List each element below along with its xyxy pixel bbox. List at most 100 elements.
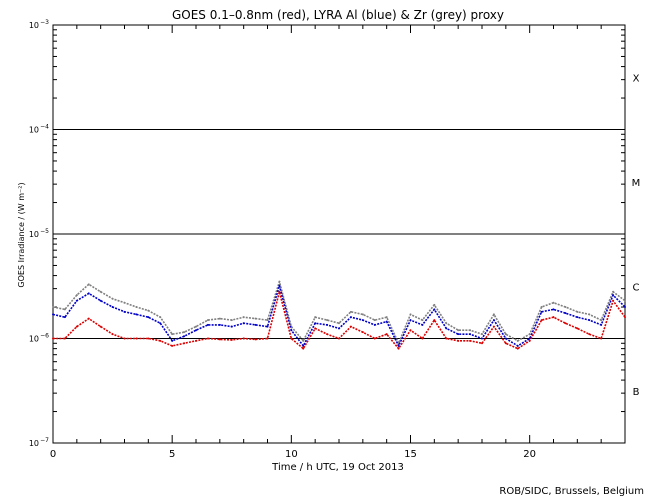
data-point — [516, 347, 519, 350]
data-point — [421, 323, 424, 326]
data-point — [516, 344, 519, 347]
data-point — [492, 319, 495, 322]
data-point — [242, 316, 245, 319]
data-point — [492, 325, 495, 328]
data-point — [564, 312, 567, 315]
data-point — [433, 303, 436, 306]
data-point — [326, 333, 329, 336]
data-point — [147, 337, 150, 340]
series-line — [53, 290, 626, 350]
x-tick-label: 15 — [404, 449, 417, 460]
data-point — [612, 290, 615, 293]
x-axis-label: Time / h UTC, 19 Oct 2013 — [271, 462, 404, 473]
data-point — [397, 347, 400, 350]
data-point — [63, 337, 66, 340]
flare-class-label: X — [633, 73, 640, 84]
data-point — [600, 337, 603, 340]
data-point — [504, 337, 507, 340]
data-point — [99, 325, 102, 328]
data-point — [266, 337, 269, 340]
flare-class-label: M — [632, 178, 641, 189]
data-point — [338, 327, 340, 330]
data-point — [147, 316, 150, 319]
data-point — [266, 325, 269, 328]
data-point — [540, 306, 543, 309]
data-point — [206, 323, 209, 326]
data-point — [302, 347, 305, 350]
data-point — [624, 299, 626, 302]
data-point — [588, 319, 591, 322]
data-point — [564, 306, 567, 309]
data-point — [290, 329, 293, 332]
data-point — [338, 337, 340, 340]
series-line — [52, 284, 626, 347]
data-point — [63, 316, 66, 319]
data-point — [540, 310, 543, 313]
y-tick-exponent: −4 — [40, 124, 49, 131]
data-point — [99, 299, 102, 302]
data-point — [314, 322, 317, 325]
data-point — [409, 319, 412, 322]
data-point — [183, 331, 186, 334]
chart-title: GOES 0.1–0.8nm (red), LYRA Al (blue) & Z… — [172, 8, 504, 22]
data-point — [230, 319, 233, 322]
data-point — [481, 337, 483, 340]
data-point — [278, 290, 281, 293]
data-point — [159, 316, 162, 319]
data-point — [230, 325, 233, 328]
y-tick-label: 10 — [29, 21, 39, 30]
data-point — [612, 299, 615, 302]
data-point — [171, 339, 174, 342]
y-tick-label: 10 — [29, 439, 39, 448]
data-point — [254, 323, 257, 326]
data-point — [504, 342, 507, 345]
data-point — [481, 342, 483, 345]
data-point — [254, 317, 257, 320]
data-point — [75, 294, 78, 297]
flare-class-label: C — [633, 282, 640, 293]
data-point — [254, 338, 257, 341]
data-point — [278, 284, 281, 287]
data-point — [528, 339, 531, 342]
data-point — [552, 308, 555, 311]
data-point — [218, 338, 221, 341]
data-point — [52, 306, 54, 309]
data-point — [195, 339, 197, 342]
data-point — [397, 344, 400, 347]
data-point — [576, 310, 579, 313]
y-tick-exponent: −3 — [40, 19, 49, 26]
data-point — [433, 308, 436, 311]
footer-credit: ROB/SIDC, Brussels, Belgium — [499, 486, 644, 497]
data-point — [469, 333, 472, 336]
data-point — [111, 306, 114, 309]
data-point — [338, 322, 340, 325]
data-point — [123, 310, 126, 313]
y-tick-exponent: −6 — [40, 333, 49, 340]
data-point — [159, 322, 162, 325]
data-point — [195, 325, 197, 328]
data-point — [421, 319, 424, 322]
x-tick-label: 20 — [523, 449, 536, 460]
data-point — [302, 339, 305, 342]
data-point — [373, 319, 376, 322]
data-point — [600, 319, 603, 322]
data-point — [552, 316, 555, 319]
data-point — [99, 290, 102, 293]
data-point — [588, 333, 591, 336]
data-point — [361, 331, 364, 334]
data-point — [445, 327, 448, 330]
data-point — [528, 337, 531, 340]
data-point — [147, 309, 150, 312]
data-point — [123, 301, 126, 304]
data-point — [481, 333, 483, 336]
data-point — [409, 313, 412, 316]
data-point — [576, 316, 579, 319]
y-tick-exponent: −5 — [40, 228, 49, 235]
data-point — [290, 337, 293, 340]
data-point — [504, 333, 507, 336]
data-point — [111, 333, 114, 336]
data-point — [111, 297, 114, 300]
data-point — [540, 319, 543, 322]
